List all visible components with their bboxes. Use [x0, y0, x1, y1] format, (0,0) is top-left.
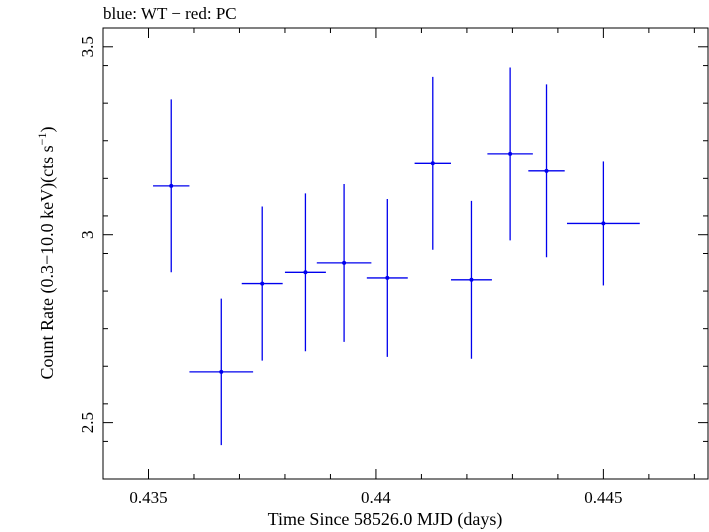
y-tick-label: 3 — [78, 230, 97, 239]
x-tick-label: 0.435 — [129, 488, 167, 507]
data-point — [260, 281, 265, 286]
x-tick-label: 0.44 — [361, 488, 391, 507]
y-tick-label: 3.5 — [78, 36, 97, 57]
data-point — [303, 270, 308, 275]
data-point — [469, 277, 474, 282]
y-axis-label: Count Rate (0.3−10.0 keV)(cts s−1) — [35, 127, 58, 380]
data-point-group — [153, 99, 190, 273]
data-point-group — [450, 200, 492, 359]
data-point — [385, 275, 390, 280]
data-point-group — [284, 193, 326, 352]
data-point-group — [366, 199, 408, 357]
data-point-group — [189, 298, 254, 446]
data-point-group — [487, 67, 533, 241]
plot-frame — [102, 27, 709, 480]
data-point — [601, 221, 606, 226]
chart-title: blue: WT − red: PC — [103, 4, 237, 23]
y-axis-label-superscript: −1 — [35, 133, 49, 146]
data-point — [430, 161, 435, 166]
data-point-group — [566, 161, 640, 286]
data-point-group — [414, 76, 451, 250]
y-axis-label-main: Count Rate (0.3−10.0 keV)(cts s — [37, 145, 58, 379]
data-point-group — [316, 183, 372, 342]
y-tick-label: 2.5 — [78, 412, 97, 433]
x-axis-label: Time Since 58526.0 MJD (days) — [268, 509, 503, 530]
data-point — [219, 369, 224, 374]
axis-ticks: 0.435 0.44 0.445 2.5 3 3.5 — [78, 27, 708, 507]
data-point — [508, 151, 513, 156]
data-point — [169, 183, 174, 188]
data-points — [153, 67, 640, 446]
data-point-group — [241, 206, 283, 361]
data-point-group — [528, 84, 565, 258]
data-point — [342, 260, 347, 265]
data-point — [544, 168, 549, 173]
x-tick-label: 0.445 — [584, 488, 622, 507]
y-axis-label-end: ) — [37, 127, 58, 133]
